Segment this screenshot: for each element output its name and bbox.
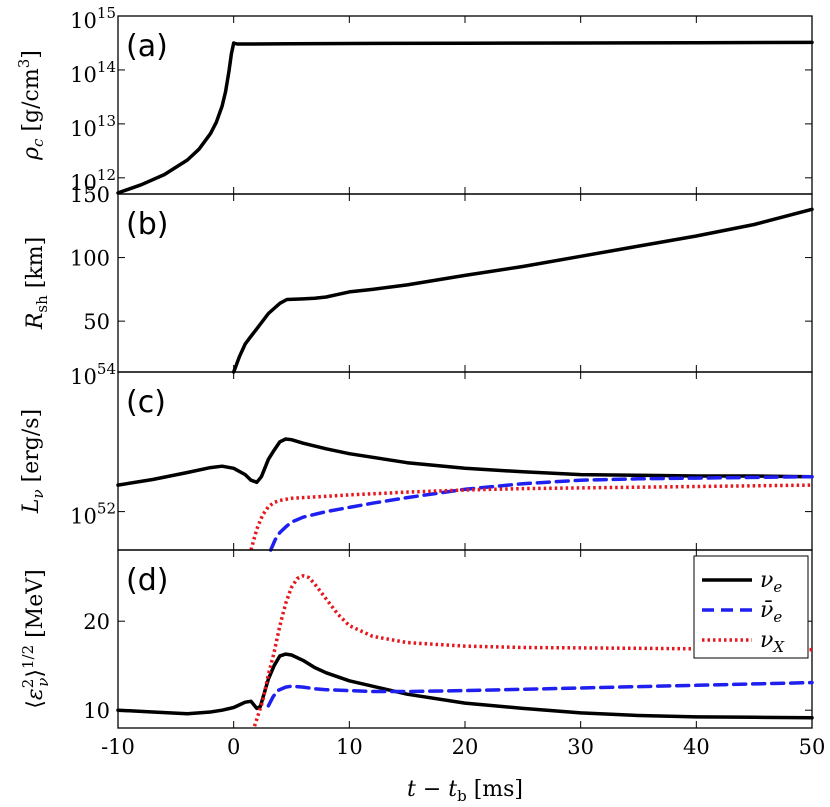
panel-a-tag: (a) xyxy=(126,29,168,64)
x-axis-label: t − tb [ms] xyxy=(407,777,523,805)
series-line-b-R_sh xyxy=(231,207,814,374)
ytick-label: 1014 xyxy=(70,58,116,87)
panel-d-ylabel: ⟨ε2ν⟩1/2 [MeV] xyxy=(19,569,52,708)
series-line-c-_e xyxy=(268,474,814,552)
legend: νe ν̄e νX xyxy=(693,555,809,659)
panel-d: 10 20 -10 0 10 20 30 40 50 (d) ⟨ε2ν⟩1/2 [MeV] ν… xyxy=(19,549,825,759)
ytick-label: 1015 xyxy=(70,4,116,33)
xtick-label: 0 xyxy=(227,735,240,759)
ytick-label: 10 xyxy=(83,699,110,723)
ytick-label: 20 xyxy=(83,610,110,634)
xtick-label: 30 xyxy=(567,735,594,759)
ytick-label: 1013 xyxy=(70,112,116,141)
series-line-d-_X xyxy=(252,574,813,727)
ytick-label: 1052 xyxy=(70,500,116,529)
panel-a: 1012 1013 1014 1015 (a) ρc [g/cm3] xyxy=(15,4,814,195)
panel-d-tag: (d) xyxy=(126,563,168,598)
panel-a-ylabel: ρc [g/cm3] xyxy=(15,50,47,161)
series-line-c-_X xyxy=(249,483,813,551)
panel-c-frame xyxy=(117,371,813,551)
panel-b-ylabel: Rsh [km] xyxy=(23,237,51,330)
panel-c: 1052 1054 (c) Lν [erg/s] xyxy=(19,360,814,552)
panel-c-series xyxy=(116,437,814,552)
panel-b-frame xyxy=(117,193,813,373)
xtick-label: 10 xyxy=(336,735,363,759)
xtick-label: -10 xyxy=(101,735,135,759)
panel-b-tag: (b) xyxy=(126,207,168,242)
legend-box xyxy=(693,555,809,659)
panel-d-yticks: 10 20 xyxy=(83,550,813,728)
xtick-label: 40 xyxy=(683,735,710,759)
panel-b-series xyxy=(231,207,814,374)
series-line-a-rho_c xyxy=(116,40,814,195)
panel-a-yticks: 1012 1013 1014 1015 xyxy=(70,4,813,195)
panel-b: 50 100 150 (b) Rsh [km] xyxy=(23,183,814,374)
panel-a-series xyxy=(116,40,814,195)
series-line-d-_e xyxy=(266,680,814,708)
x-axis-ticks: -10 0 10 20 30 40 50 xyxy=(101,735,825,759)
panel-d-series xyxy=(116,574,814,727)
ytick-label: 100 xyxy=(70,247,110,271)
panel-c-ylabel: Lν [erg/s] xyxy=(19,409,47,514)
ytick-label: 1012 xyxy=(70,166,116,195)
panel-c-tag: (c) xyxy=(126,385,166,420)
series-line-c-_e xyxy=(116,437,814,487)
xtick-label: 20 xyxy=(452,735,479,759)
ytick-label: 50 xyxy=(83,310,110,334)
series-line-d-_e xyxy=(116,652,814,720)
xtick-label: 50 xyxy=(799,735,826,759)
ytick-label: 150 xyxy=(70,183,110,207)
ytick-label: 1054 xyxy=(70,360,116,389)
panel-b-yticks: 50 100 150 xyxy=(70,183,813,372)
panel-c-yticks: 1052 1054 xyxy=(70,360,813,550)
